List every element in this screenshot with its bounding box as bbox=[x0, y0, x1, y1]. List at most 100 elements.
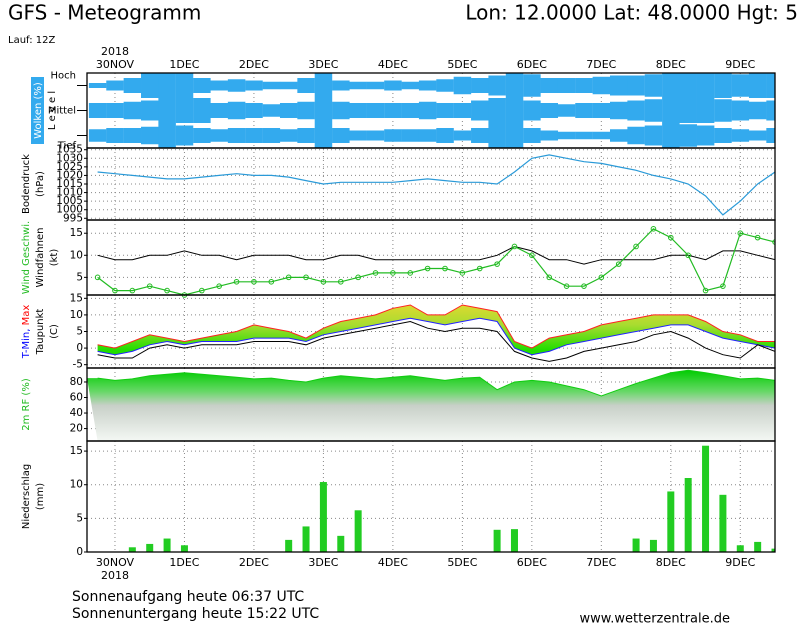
wind-speed-point bbox=[720, 283, 726, 289]
y-label: (C) bbox=[49, 324, 60, 339]
run: Lauf: 12Z bbox=[8, 35, 55, 46]
year-label: 2018 bbox=[101, 569, 129, 582]
wind-speed-point bbox=[615, 261, 622, 267]
cloud-cell bbox=[505, 123, 524, 148]
x-tick-label: 6DEC bbox=[517, 58, 547, 71]
precip-bar bbox=[163, 538, 171, 552]
temp-line bbox=[97, 304, 775, 349]
precip-bar bbox=[771, 548, 775, 552]
cloud-cell bbox=[471, 100, 489, 121]
cloud-cell bbox=[471, 78, 489, 93]
cloud-cell bbox=[123, 78, 142, 93]
wind-speed-point bbox=[407, 270, 414, 276]
wind-speed-point bbox=[320, 278, 327, 285]
y-label: 2m RF (%) bbox=[21, 378, 32, 431]
cloud-cell bbox=[210, 103, 228, 118]
y-tick-label: 80 bbox=[70, 376, 83, 388]
cloud-cell bbox=[453, 130, 472, 141]
panel-background bbox=[87, 441, 775, 552]
cloud-cell bbox=[748, 101, 767, 120]
marks bbox=[87, 73, 775, 552]
cloud-cell bbox=[106, 103, 124, 118]
x-tick-label: 5DEC bbox=[447, 556, 477, 569]
y-label-part: T-Min, bbox=[21, 329, 32, 360]
cloud-cell bbox=[349, 81, 367, 90]
y-tick-label: 0 bbox=[76, 546, 83, 558]
y-tick-label: 5 bbox=[76, 326, 83, 338]
wind-speed-point bbox=[303, 274, 309, 281]
precip-bar bbox=[632, 538, 640, 552]
cloud-cell bbox=[575, 131, 593, 140]
x-tick-label: 1DEC bbox=[169, 58, 199, 71]
x-tick-label: 1DEC bbox=[169, 556, 199, 569]
cloud-cell bbox=[488, 123, 506, 148]
cloud-cell bbox=[106, 128, 124, 143]
cloud-cell bbox=[592, 131, 611, 140]
precip-bar bbox=[302, 526, 310, 552]
cloud-cell bbox=[523, 100, 541, 121]
cloud-cell bbox=[332, 101, 350, 120]
y-tick-label: 0 bbox=[76, 342, 83, 354]
wind-speed-point bbox=[442, 265, 448, 272]
wind-speed-point bbox=[772, 239, 775, 245]
cloud-cell bbox=[210, 129, 228, 142]
y-label: Wind Geschwi. bbox=[21, 221, 32, 294]
cloud-cell bbox=[418, 101, 437, 120]
cloud-cell bbox=[436, 103, 454, 118]
wind-speed-point bbox=[372, 270, 379, 276]
wind-speed-point bbox=[112, 287, 118, 294]
cloud-cell bbox=[505, 98, 524, 123]
level-label: Hoch bbox=[51, 71, 76, 82]
y-tick-label: 10 bbox=[70, 479, 83, 491]
cloud-cell bbox=[610, 101, 628, 120]
wind-speed-point bbox=[563, 283, 570, 289]
y-tick-label: 20 bbox=[70, 423, 83, 435]
cloud-cell bbox=[158, 98, 176, 123]
cloud-cell bbox=[488, 98, 506, 123]
cloud-cell bbox=[193, 78, 211, 93]
cloud-cell bbox=[610, 129, 628, 142]
cloud-cell bbox=[766, 128, 775, 143]
precip-bar bbox=[649, 539, 657, 552]
wind-speed-point bbox=[546, 274, 553, 281]
cloud-cell bbox=[540, 78, 559, 93]
year-label: 2018 bbox=[101, 45, 129, 58]
x-tick-label: 3DEC bbox=[308, 58, 338, 71]
precip-bar bbox=[285, 539, 293, 552]
wind-speed-point bbox=[529, 252, 535, 259]
cloud-cell bbox=[696, 98, 715, 123]
cloud-cell bbox=[141, 73, 159, 98]
cloud-cell bbox=[557, 78, 576, 93]
cloud-cell bbox=[279, 103, 298, 118]
x-tick-label: 5DEC bbox=[447, 58, 477, 71]
cloud-cell bbox=[106, 80, 124, 91]
location: Lon: 12.0000 Lat: 48.0000 Hgt: 5 bbox=[465, 1, 798, 25]
wind-speed-point bbox=[511, 243, 518, 250]
y-label: Wolken (%) bbox=[33, 82, 44, 139]
x-tick-label: 8DEC bbox=[656, 556, 686, 569]
wind-speed-point bbox=[216, 283, 222, 289]
cloud-cell bbox=[193, 98, 211, 123]
level-label: Tief bbox=[57, 141, 77, 152]
x-tick-label: 2DEC bbox=[239, 58, 269, 71]
y-label-part: Windfahnen bbox=[35, 228, 46, 288]
precip-bar bbox=[128, 547, 136, 552]
y-label-part: Niederschlag bbox=[21, 464, 32, 529]
cloud-cell bbox=[384, 129, 402, 142]
wind-speed-line bbox=[97, 228, 775, 296]
cloud-cell bbox=[662, 123, 680, 148]
panel-frame bbox=[86, 440, 776, 553]
y-label: T-Min, Max bbox=[21, 305, 32, 360]
level-label: Mittel bbox=[48, 106, 76, 117]
cloud-cell bbox=[332, 128, 350, 143]
y-label: Taupunkt bbox=[35, 309, 46, 356]
cloud-cell bbox=[210, 80, 228, 91]
x-tick-label: 30NOV bbox=[96, 556, 135, 569]
y-tick-label: -5 bbox=[73, 359, 83, 371]
cloud-cell bbox=[592, 103, 611, 118]
cloud-cell bbox=[627, 100, 645, 121]
cloud-cell bbox=[679, 124, 697, 147]
cloud-cell bbox=[279, 81, 298, 90]
y-tick-label: 10 bbox=[70, 249, 83, 261]
